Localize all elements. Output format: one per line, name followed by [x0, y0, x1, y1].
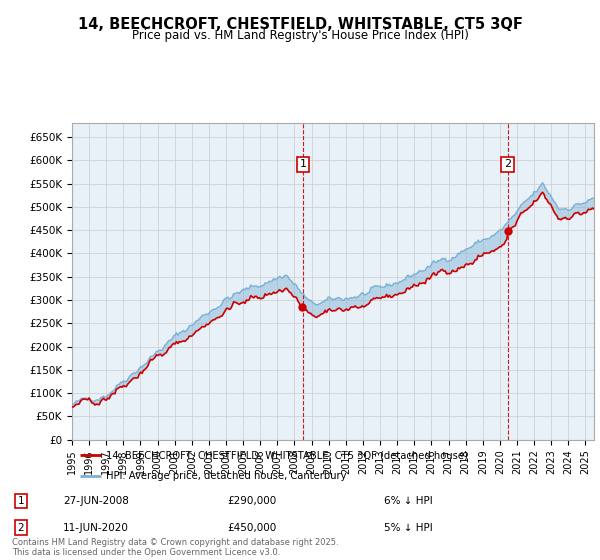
Text: 11-JUN-2020: 11-JUN-2020 [63, 522, 129, 533]
Text: 1: 1 [17, 496, 25, 506]
Text: 5% ↓ HPI: 5% ↓ HPI [383, 522, 433, 533]
Text: 14, BEECHCROFT, CHESTFIELD, WHITSTABLE, CT5 3QF (detached house): 14, BEECHCROFT, CHESTFIELD, WHITSTABLE, … [106, 450, 468, 460]
Text: 27-JUN-2008: 27-JUN-2008 [63, 496, 129, 506]
Text: 6% ↓ HPI: 6% ↓ HPI [383, 496, 433, 506]
Text: Price paid vs. HM Land Registry's House Price Index (HPI): Price paid vs. HM Land Registry's House … [131, 29, 469, 42]
Text: 1: 1 [299, 160, 307, 169]
Text: £450,000: £450,000 [227, 522, 277, 533]
Text: 2: 2 [504, 160, 511, 169]
Text: £290,000: £290,000 [227, 496, 277, 506]
Text: 14, BEECHCROFT, CHESTFIELD, WHITSTABLE, CT5 3QF: 14, BEECHCROFT, CHESTFIELD, WHITSTABLE, … [77, 17, 523, 31]
Text: HPI: Average price, detached house, Canterbury: HPI: Average price, detached house, Cant… [106, 470, 346, 480]
Text: 2: 2 [17, 522, 25, 533]
Text: Contains HM Land Registry data © Crown copyright and database right 2025.
This d: Contains HM Land Registry data © Crown c… [12, 538, 338, 557]
